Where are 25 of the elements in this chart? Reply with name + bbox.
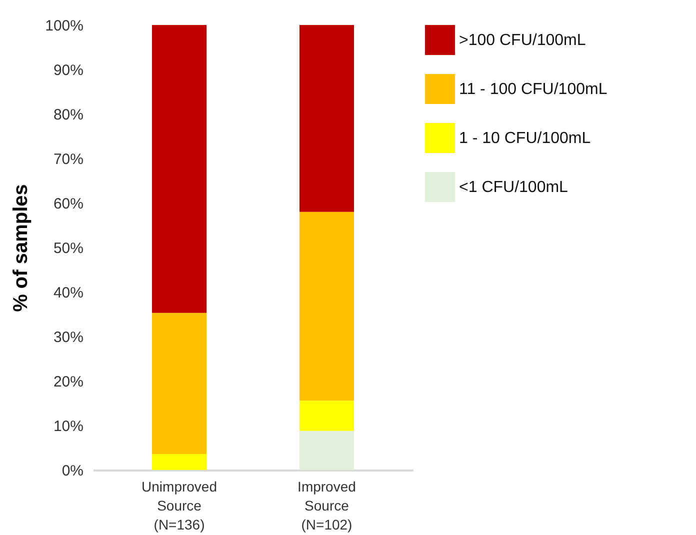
y-tick-label: 10% — [53, 418, 84, 435]
legend-label: 11 - 100 CFU/100mL — [459, 81, 608, 98]
legend-label: <1 CFU/100mL — [459, 179, 568, 196]
bar — [152, 25, 207, 313]
y-tick-label: 0% — [62, 462, 84, 480]
x-tick-label: Improved Source (N=102) — [298, 478, 356, 532]
y-tick-label: 60% — [53, 196, 84, 212]
y-tick-label: 40% — [53, 284, 84, 302]
y-tick-label: 100% — [45, 18, 84, 34]
y-tick-label: 20% — [53, 374, 84, 390]
bar — [299, 430, 354, 470]
legend-label: 1 - 10 CFU/100mL — [459, 130, 591, 147]
y-tick-label: 90% — [53, 62, 84, 79]
bar — [152, 454, 207, 470]
bar — [299, 400, 354, 431]
y-tick-label: 30% — [53, 329, 84, 346]
y-axis-title: % of samples — [10, 184, 32, 312]
x-tick-label: Unimproved Source (N=136) — [142, 478, 218, 532]
y-tick-label: 80% — [53, 106, 84, 124]
y-tick-label: 70% — [53, 151, 84, 168]
bar — [299, 212, 354, 401]
bar — [152, 312, 207, 454]
bar — [299, 25, 354, 212]
y-tick-label: 50% — [53, 240, 84, 257]
legend-label: >100 CFU/100mL — [459, 32, 586, 49]
